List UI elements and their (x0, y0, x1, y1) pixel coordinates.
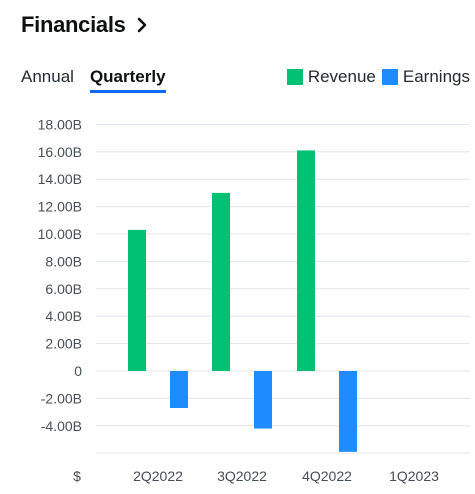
bar-revenue-4q2022[interactable] (297, 150, 315, 371)
tab-annual[interactable]: Annual (21, 67, 74, 86)
bar-earnings-3q2022[interactable] (254, 371, 272, 429)
x-tick-label: 3Q2022 (217, 468, 267, 484)
bar-earnings-2q2022[interactable] (170, 371, 188, 408)
y-tick-label: 16.00B (38, 144, 82, 160)
y-tick-label: 4.00B (45, 308, 82, 324)
bar-revenue-3q2022[interactable] (212, 192, 230, 371)
y-tick-label: 12.00B (38, 199, 82, 215)
period-tabs: Annual Quarterly (21, 67, 166, 93)
y-tick-label: 6.00B (45, 281, 82, 297)
x-tick-label: 1Q2023 (389, 468, 439, 484)
y-tick-label: 10.00B (38, 226, 82, 242)
tab-quarterly[interactable]: Quarterly (89, 67, 166, 93)
x-tick-label: 4Q2022 (302, 468, 352, 484)
y-tick-label: 18.00B (38, 116, 82, 132)
y-tick-label: -2.00B (41, 390, 82, 406)
legend-swatch-revenue (286, 69, 303, 85)
y-tick-label: -4.00B (41, 418, 82, 434)
chart-legend: Revenue Earnings (286, 67, 470, 87)
financials-header[interactable]: Financials (21, 12, 149, 38)
y-tick-label: 2.00B (45, 336, 82, 352)
legend-label-revenue: Revenue (307, 67, 376, 86)
bar-revenue-2q2022[interactable] (128, 229, 146, 371)
legend-item-earnings[interactable]: Earnings (381, 67, 470, 87)
chevron-right-icon (137, 17, 146, 33)
y-tick-label: 0 (74, 363, 82, 379)
legend-item-revenue[interactable]: Revenue (286, 67, 376, 87)
x-tick-label: 2Q2022 (133, 468, 183, 484)
legend-swatch-earnings (381, 69, 398, 85)
y-tick-label: 8.00B (45, 253, 82, 269)
bar-earnings-4q2022[interactable] (339, 371, 357, 452)
y-tick-label: 14.00B (38, 171, 82, 187)
legend-label-earnings: Earnings (402, 67, 470, 86)
x-axis-unit-label: $ (73, 468, 81, 484)
section-title: Financials (21, 12, 126, 37)
